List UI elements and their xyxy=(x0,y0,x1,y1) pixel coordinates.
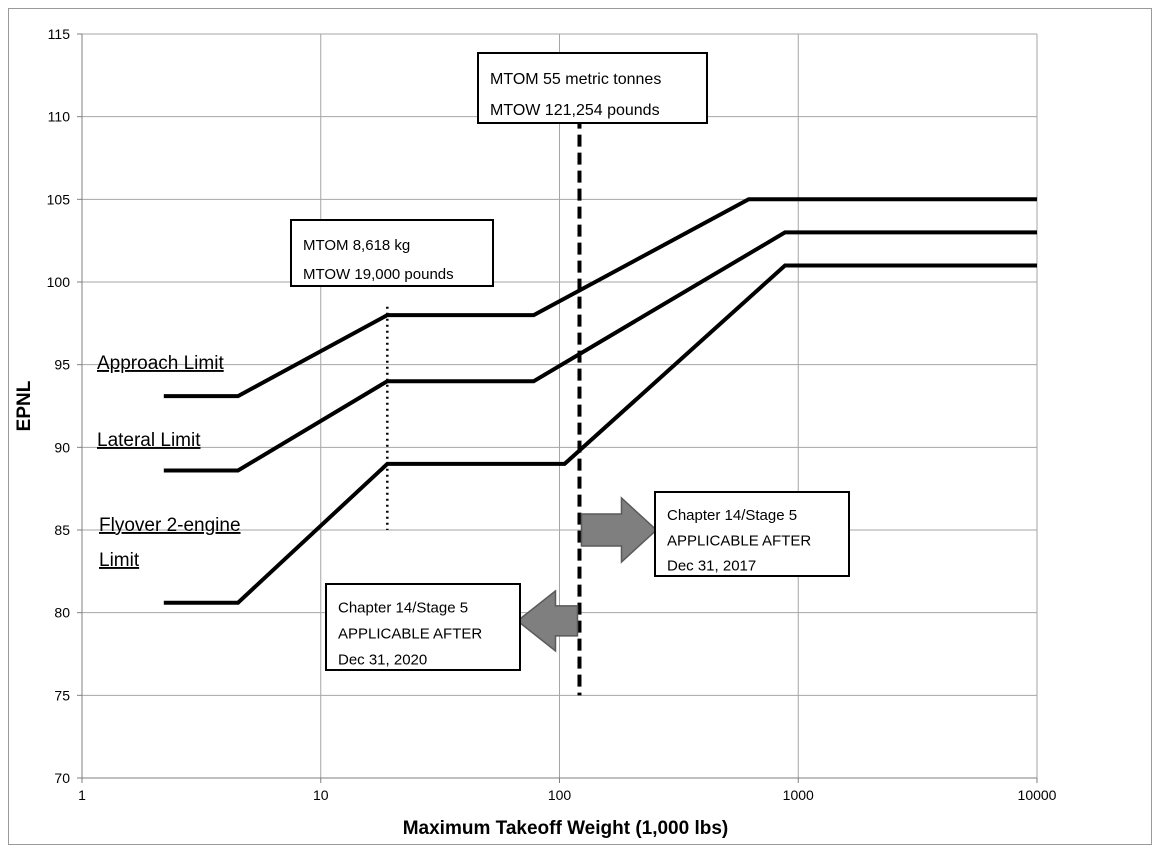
annotation-2017-box xyxy=(654,491,850,577)
annotation-2017-text: Chapter 14/Stage 5 xyxy=(667,507,797,524)
y-tick-label: 90 xyxy=(54,439,70,455)
x-tick-label: 10000 xyxy=(1018,787,1057,803)
approach-limit-label: Approach Limit xyxy=(97,353,224,374)
y-tick-label: 70 xyxy=(54,770,70,786)
y-tick-label: 110 xyxy=(48,109,71,125)
annotation-2020-text: Chapter 14/Stage 5 xyxy=(338,599,468,616)
lateral-limit-label: Lateral Limit xyxy=(97,430,201,451)
arrow-right-2017 xyxy=(580,496,658,564)
flyover-limit-label: Flyover 2-engine xyxy=(99,515,241,536)
x-tick-label: 1000 xyxy=(783,787,814,803)
y-tick-label: 105 xyxy=(47,191,71,207)
annotation-mtom-8618-text: MTOM 8,618 kg xyxy=(303,237,410,254)
annotation-2020-box xyxy=(325,583,521,671)
y-tick-label: 100 xyxy=(47,274,71,290)
annotation-2017-text: APPLICABLE AFTER xyxy=(667,532,811,549)
approach-limit-line xyxy=(163,197,1037,399)
annotation-mtom-55-text: MTOW 121,254 pounds xyxy=(490,102,660,119)
y-tick-label: 75 xyxy=(54,687,70,703)
x-axis-title: Maximum Takeoff Weight (1,000 lbs) xyxy=(403,818,729,839)
x-tick-label: 100 xyxy=(548,787,572,803)
flyover-limit-label: Limit xyxy=(99,550,140,571)
flyover-limit-line xyxy=(163,263,1037,605)
annotation-2017-text: Dec 31, 2017 xyxy=(667,558,756,575)
lateral-limit-line xyxy=(163,230,1037,473)
y-axis-title: EPNL xyxy=(14,380,35,431)
y-tick-label: 115 xyxy=(48,26,71,42)
annotation-2020-text: APPLICABLE AFTER xyxy=(338,625,482,642)
annotation-mtom-55-text: MTOM 55 metric tonnes xyxy=(490,71,661,88)
annotation-mtom-8618-box xyxy=(290,219,494,287)
arrow-left-2020 xyxy=(516,589,579,653)
annotation-mtom-8618-text: MTOW 19,000 pounds xyxy=(303,266,454,283)
y-tick-label: 95 xyxy=(54,357,70,373)
annotation-2020-text: Dec 31, 2020 xyxy=(338,651,427,668)
y-tick-label: 85 xyxy=(54,522,70,538)
y-tick-label: 80 xyxy=(54,605,70,621)
x-tick-label: 1 xyxy=(78,787,86,803)
annotation-mtom-55-box xyxy=(477,52,708,124)
x-tick-label: 10 xyxy=(313,787,329,803)
